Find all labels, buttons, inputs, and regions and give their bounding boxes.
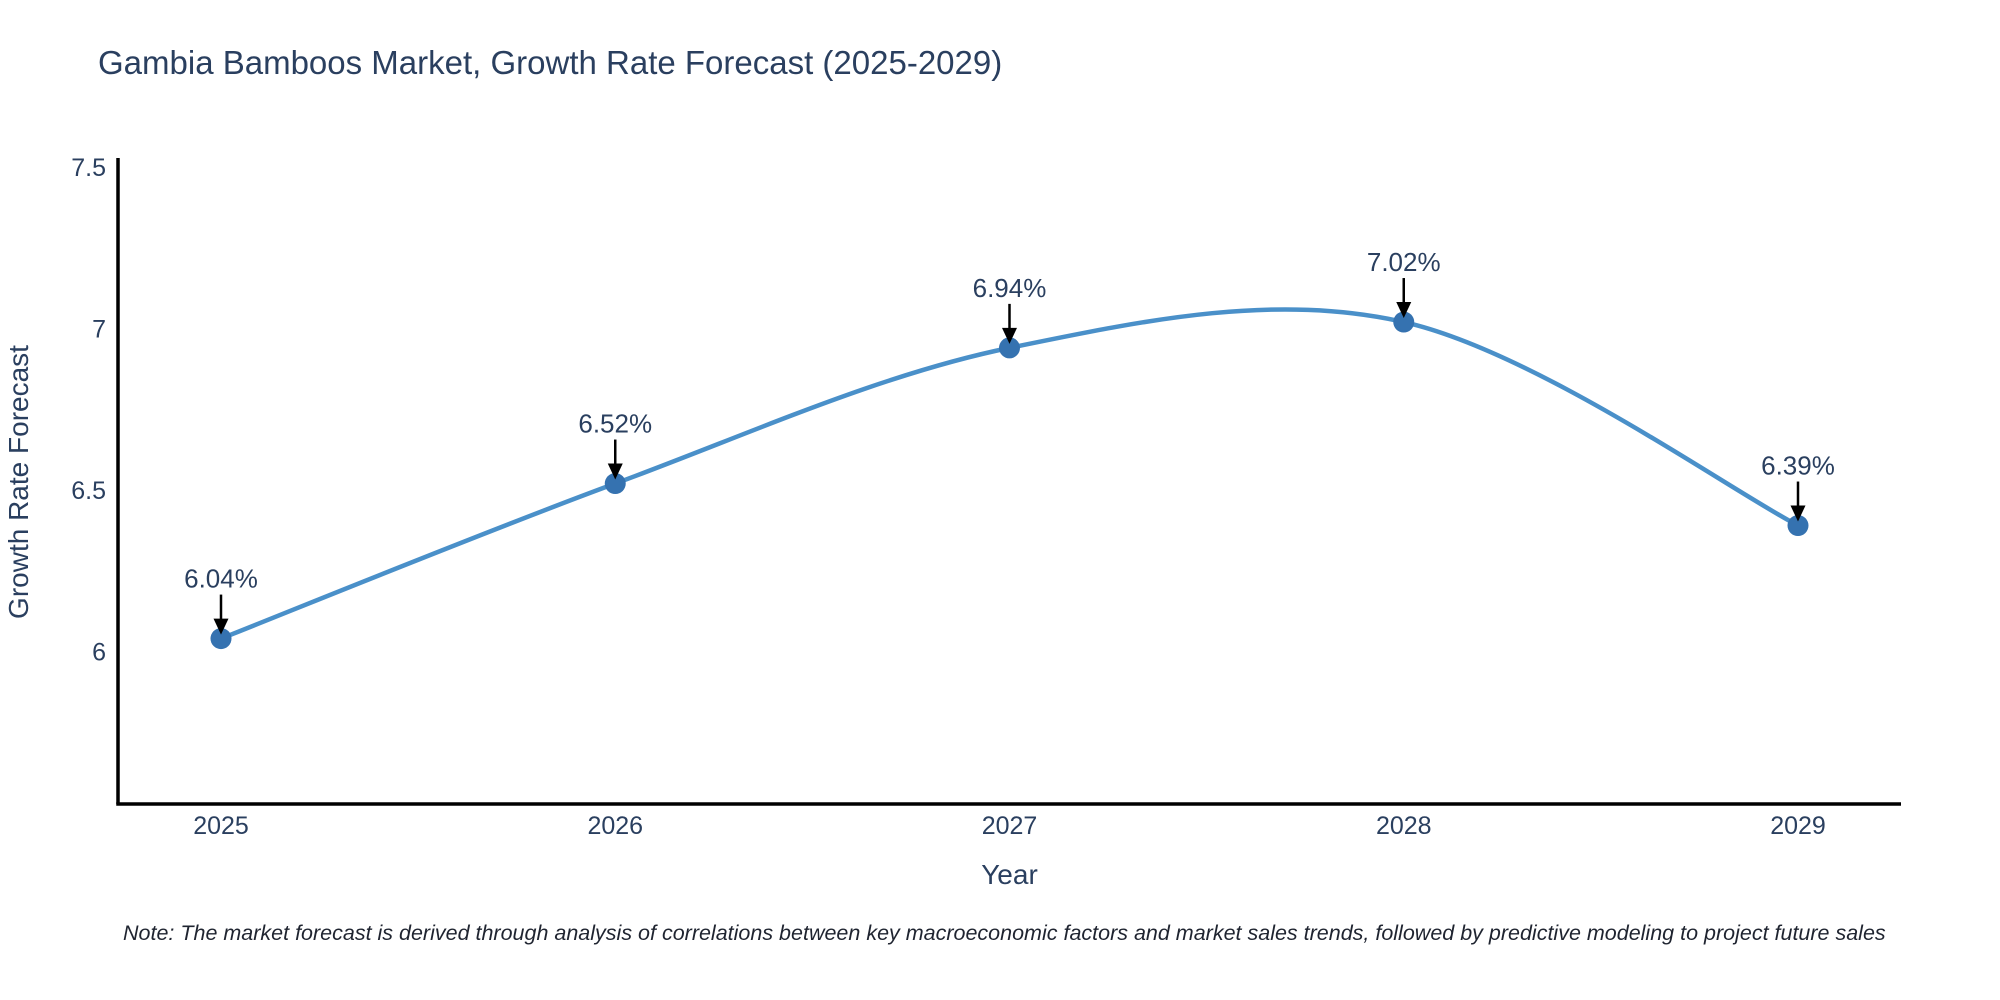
y-axis-title: Growth Rate Forecast xyxy=(3,345,34,619)
y-tick-label: 6 xyxy=(92,639,106,667)
annotation-arrowhead xyxy=(607,463,623,480)
annotation-arrowhead xyxy=(1790,505,1806,522)
data-point-marker xyxy=(210,628,232,650)
x-axis-title: Year xyxy=(981,859,1038,890)
line-series-path xyxy=(218,307,1801,641)
y-tick-label: 7 xyxy=(92,316,106,344)
x-tick-label: 2027 xyxy=(982,812,1038,840)
data-point-marker xyxy=(1393,311,1415,333)
x-tick-label: 2029 xyxy=(1770,812,1826,840)
point-annotation-label: 7.02% xyxy=(1367,247,1441,277)
data-point-marker xyxy=(999,337,1020,359)
annotation-arrowhead xyxy=(213,618,229,635)
x-tick-label: 2028 xyxy=(1376,812,1432,840)
point-annotation-label: 6.52% xyxy=(578,409,652,439)
chart-title: Gambia Bamboos Market, Growth Rate Forec… xyxy=(98,44,1003,81)
y-tick-label: 7.5 xyxy=(71,154,106,182)
point-annotation-label: 6.04% xyxy=(184,564,258,594)
x-tick-label: 2026 xyxy=(587,812,643,840)
annotation-arrowhead xyxy=(1396,302,1412,319)
y-tick-label: 6.5 xyxy=(71,477,106,505)
data-point-marker xyxy=(604,473,626,495)
footnote-text: Note: The market forecast is derived thr… xyxy=(123,921,1886,945)
data-point-marker xyxy=(1787,515,1809,537)
point-annotation-label: 6.94% xyxy=(973,273,1047,303)
annotation-arrowhead xyxy=(1002,327,1017,344)
point-annotation-label: 6.39% xyxy=(1761,451,1835,481)
x-tick-label: 2025 xyxy=(193,812,249,840)
